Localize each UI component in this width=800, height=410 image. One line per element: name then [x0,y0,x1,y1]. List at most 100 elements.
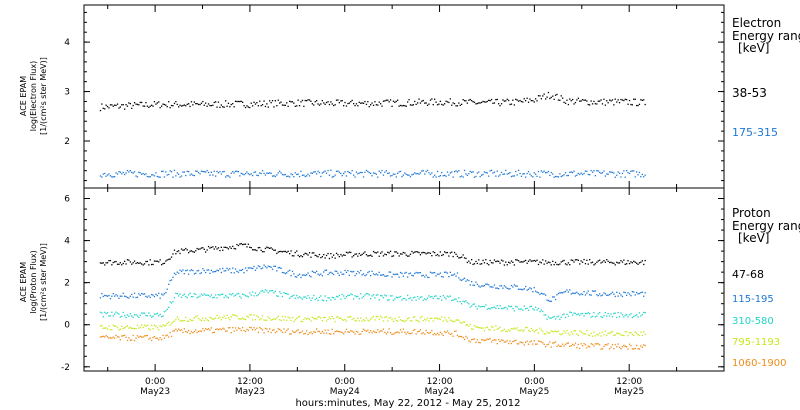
data-point [114,313,116,315]
data-point [375,273,377,275]
data-point [527,171,530,173]
data-point [136,262,139,264]
data-point [323,316,325,319]
data-point [559,173,561,175]
data-point [503,264,505,266]
data-point [599,293,601,295]
data-point [317,316,319,318]
data-point [337,99,339,101]
data-point [628,343,631,345]
data-point [537,292,540,294]
data-point [133,102,136,104]
data-point [355,296,358,298]
data-point [616,101,618,103]
data-point [570,171,572,173]
data-point [644,312,646,314]
data-point [617,99,619,101]
data-point [620,98,622,101]
data-point [105,104,107,106]
data-point [486,338,488,340]
data-point [459,335,461,338]
data-point [370,318,372,320]
data-point [488,328,490,331]
data-point [178,328,180,330]
data-point [311,103,313,105]
data-point [189,250,191,252]
data-point [425,170,427,173]
data-point [289,253,291,255]
data-point [590,169,592,172]
data-point [419,296,422,298]
data-point [476,308,478,310]
data-point [328,174,331,176]
data-point [600,295,602,297]
data-point [225,100,227,102]
data-point [307,317,309,319]
data-point [372,315,375,318]
data-point [325,320,328,322]
data-point [643,99,645,101]
data-point [452,335,454,337]
data-point [426,276,429,278]
data-point [525,285,527,288]
data-point [522,289,524,291]
data-point [636,171,638,173]
data-point [293,255,295,257]
data-point [485,339,487,341]
data-point [503,307,505,309]
data-point [404,172,406,174]
data-point [163,337,166,339]
data-point [520,100,523,103]
data-point [155,313,157,315]
data-point [636,314,638,316]
x-tick-time: 0:00 [335,377,355,387]
data-point [318,171,321,174]
data-point [188,320,190,322]
data-point [485,327,487,329]
data-point [279,319,281,321]
data-point [432,334,434,336]
data-point [176,316,178,318]
proton-ylabel-line1: ACE EPAM [19,262,28,302]
data-point [133,292,136,294]
data-point [581,293,584,296]
data-point [594,103,596,105]
data-point [313,171,315,173]
data-point [371,102,373,104]
data-point [159,107,161,109]
data-point [380,295,382,297]
data-point [161,339,163,341]
data-point [310,331,312,333]
data-point [631,333,633,336]
data-point [404,331,406,333]
data-point [230,332,232,334]
data-point [364,329,366,331]
data-point [229,293,231,295]
data-point [249,292,251,294]
data-point [372,294,375,296]
data-point [263,172,265,174]
data-point [183,293,185,295]
data-point [446,330,449,332]
data-point [178,318,180,320]
data-point [495,99,497,101]
data-point [434,98,436,100]
data-point [370,254,372,256]
data-point [471,281,473,283]
data-point [446,101,449,103]
data-point [304,175,306,178]
data-point [539,176,541,178]
data-point [176,103,178,106]
data-point [394,101,396,103]
data-point [529,98,531,100]
data-point [280,330,282,332]
data-point [533,287,535,289]
data-point [570,259,572,261]
data-point [279,328,281,331]
data-point [296,250,298,252]
data-point [172,321,174,323]
data-point [135,175,137,177]
data-point [233,172,235,174]
data-point [190,330,193,333]
data-point [424,318,426,320]
